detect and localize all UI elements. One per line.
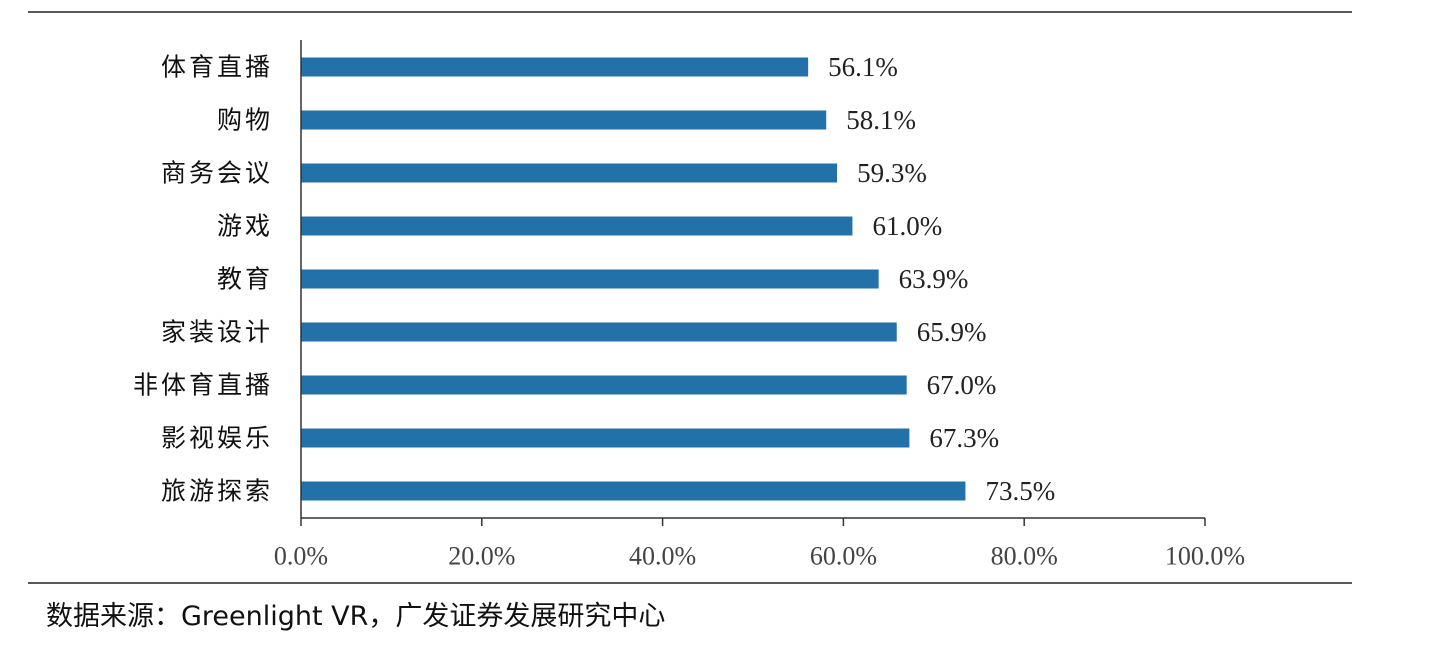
- axes-layer: 0.0% 20.0% 40.0% 60.0% 80.0% 100.0%: [274, 40, 1245, 571]
- x-tick-label: 80.0%: [991, 542, 1058, 571]
- source-note: 数据来源：Greenlight VR，广发证券发展研究中心: [46, 601, 666, 632]
- value-label: 59.3%: [857, 158, 927, 188]
- category-label: 游戏: [217, 212, 273, 241]
- bars-layer: 体育直播 56.1% 购物 58.1% 商务会议 59.3% 游戏 61.0% 教育 63.9% 家…: [133, 52, 1055, 506]
- category-label: 非体育直播: [133, 371, 273, 400]
- value-label: 67.0%: [927, 370, 997, 400]
- x-tick-label: 60.0%: [810, 542, 877, 571]
- bar-1: [301, 110, 827, 130]
- bar-2: [301, 163, 838, 183]
- value-label: 63.9%: [899, 264, 969, 294]
- bar-6: [301, 375, 907, 395]
- bar-8: [301, 481, 966, 501]
- x-tick-label: 100.0%: [1165, 542, 1245, 571]
- value-label: 65.9%: [917, 317, 987, 347]
- value-label: 61.0%: [872, 211, 942, 241]
- bar-4: [301, 269, 879, 289]
- category-label: 影视娱乐: [161, 424, 273, 453]
- value-label: 73.5%: [985, 476, 1055, 506]
- category-label: 商务会议: [161, 159, 273, 188]
- category-label: 教育: [217, 265, 273, 294]
- x-tick-label: 0.0%: [274, 542, 328, 571]
- category-label: 体育直播: [161, 53, 273, 82]
- category-label: 旅游探索: [161, 477, 273, 506]
- bar-3: [301, 216, 853, 236]
- x-tick-label: 40.0%: [629, 542, 696, 571]
- value-label: 58.1%: [846, 105, 916, 135]
- bar-7: [301, 428, 910, 448]
- category-label: 家装设计: [161, 318, 273, 347]
- bar-5: [301, 322, 897, 342]
- value-label: 56.1%: [828, 52, 898, 82]
- category-label: 购物: [217, 106, 273, 135]
- x-tick-label: 20.0%: [448, 542, 515, 571]
- bar-0: [301, 57, 809, 77]
- value-label: 67.3%: [929, 423, 999, 453]
